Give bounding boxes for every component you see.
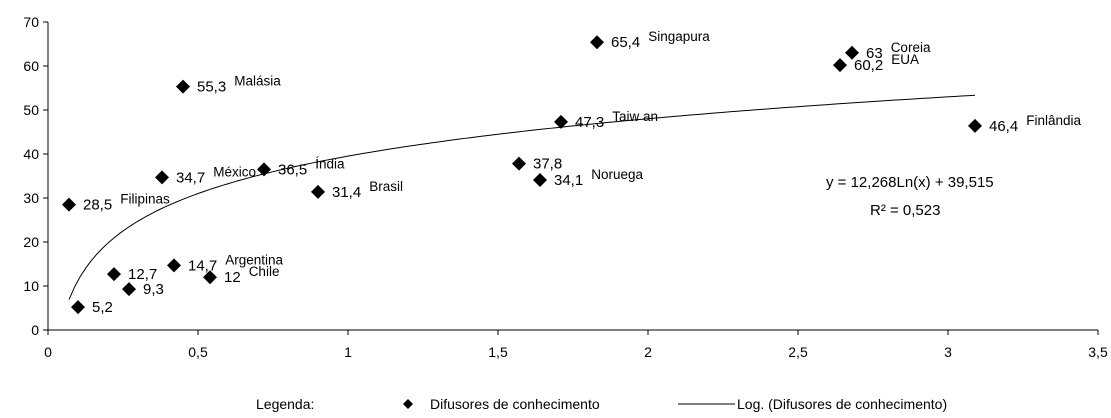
y-tick-label: 20 [23, 234, 39, 250]
data-name-label: Coreia [891, 40, 931, 55]
data-point-marker [62, 197, 76, 212]
data-point-marker [257, 162, 271, 177]
data-name-label: Brasil [369, 179, 403, 194]
trendline-equation: y = 12,268Ln(x) + 39,515 [826, 174, 994, 191]
data-name-label: Índia [315, 156, 345, 171]
trendline-r-squared: R² = 0,523 [870, 202, 940, 219]
data-value-label: 12 [224, 269, 241, 286]
data-value-label: 12,7 [128, 266, 157, 283]
data-value-label: 46,4 [989, 118, 1018, 135]
data-value-label: 63 [866, 45, 883, 62]
x-tick-label: 0,5 [188, 344, 208, 360]
data-value-label: 28,5 [83, 197, 112, 214]
legend: Legenda: Difusores de conhecimento Log. … [256, 396, 947, 412]
data-value-label: 34,7 [176, 169, 205, 186]
data-name-label: Singapura [648, 29, 710, 44]
data-point-marker [590, 35, 604, 50]
data-name-label: Argentina [225, 252, 283, 267]
y-tick-label: 30 [23, 190, 39, 206]
data-point-marker [533, 172, 547, 187]
trendline-path [68, 94, 976, 300]
data-value-label: 5,2 [92, 299, 113, 316]
y-tick-label: 40 [23, 146, 39, 162]
data-point-marker [176, 79, 190, 94]
data-name-label: Filipinas [120, 192, 170, 207]
y-tick-label: 50 [23, 102, 39, 118]
legend-title: Legenda: [256, 396, 314, 412]
data-value-label: 31,4 [332, 184, 361, 201]
data-name-label: Taiw an [612, 109, 658, 124]
x-tick-label: 3,5 [1088, 344, 1108, 360]
data-value-label: 9,3 [143, 281, 164, 298]
y-tick-label: 10 [23, 278, 39, 294]
data-point-marker [122, 282, 136, 297]
y-tick-label: 60 [23, 58, 39, 74]
trendline-equation-group: y = 12,268Ln(x) + 39,515 R² = 0,523 [826, 174, 994, 219]
data-point-marker [512, 156, 526, 171]
y-tick-label: 0 [31, 322, 39, 338]
x-tick-label: 3 [944, 344, 952, 360]
x-tick-label: 2 [644, 344, 652, 360]
x-tick-label: 0 [44, 344, 52, 360]
legend-trendline-label: Log. (Difusores de conhecimento) [737, 396, 947, 412]
x-tick-label: 1 [344, 344, 352, 360]
data-point-marker [71, 300, 85, 315]
data-name-label: EUA [891, 52, 919, 67]
point-labels-group: 5,2 12,79,3 28,5 Filipinas 34,7 México 14,7 Arg… [83, 29, 1081, 316]
trendline-group [68, 94, 976, 300]
data-point-marker [311, 184, 325, 199]
data-name-label: Malásia [234, 74, 281, 89]
data-value-label: 60,2 [854, 57, 883, 74]
data-name-label: México [213, 164, 256, 179]
data-point-marker [203, 270, 217, 285]
data-value-label: 34,1 [554, 172, 583, 189]
y-tick-label: 70 [23, 14, 39, 30]
data-value-label: 55,3 [197, 79, 226, 96]
data-value-label: 14,7 [188, 257, 217, 274]
data-name-label: Chile [249, 264, 280, 279]
data-points-group [62, 35, 982, 315]
data-point-marker [833, 58, 847, 73]
data-point-marker [968, 118, 982, 133]
x-tick-label: 2,5 [788, 344, 808, 360]
data-name-label: Noruega [591, 167, 643, 182]
chart-axes: 0 10 20 30 40 50 60 70 0 0,5 1 1,5 2 2,5 3 3,5 [23, 14, 1108, 360]
data-value-label: 65,4 [611, 34, 640, 51]
legend-diamond-marker [403, 399, 413, 409]
data-point-marker [167, 258, 181, 273]
data-point-marker [107, 267, 121, 282]
legend-marker-label: Difusores de conhecimento [430, 396, 600, 412]
data-point-marker [845, 45, 859, 60]
data-value-label: 37,8 [533, 156, 562, 173]
data-value-label: 36,5 [278, 161, 307, 178]
data-value-label: 47,3 [575, 114, 604, 131]
data-point-marker [554, 114, 568, 129]
x-tick-label: 1,5 [488, 344, 508, 360]
data-name-label: Finlândia [1026, 113, 1081, 128]
data-point-marker [155, 170, 169, 185]
